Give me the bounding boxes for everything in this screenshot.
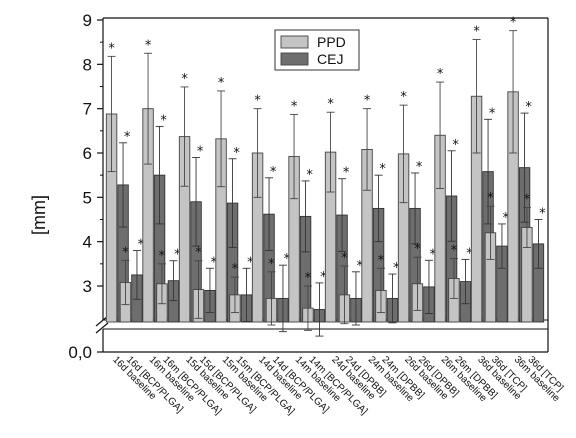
significance-star-ppd: *	[181, 72, 188, 87]
significance-star-ppd: *	[341, 251, 348, 266]
significance-star-cej: *	[233, 146, 240, 161]
significance-star-ppd: *	[510, 16, 517, 31]
significance-star-cej: *	[306, 168, 313, 183]
legend-label: CEJ	[317, 51, 343, 67]
significance-star-cej: *	[343, 166, 350, 181]
significance-star-cej: *	[211, 255, 218, 270]
significance-star-ppd: *	[487, 191, 494, 206]
significance-star-cej: *	[138, 238, 145, 253]
significance-star-cej: *	[284, 252, 291, 267]
significance-star-cej: *	[489, 106, 496, 121]
legend-swatch	[280, 35, 309, 49]
significance-star-cej: *	[539, 207, 546, 222]
significance-star-cej: *	[357, 259, 364, 274]
y-tick-label: 5	[83, 188, 92, 207]
significance-star-ppd: *	[218, 76, 225, 91]
significance-star-ppd: *	[473, 25, 480, 40]
significance-star-ppd: *	[254, 94, 261, 109]
significance-star-cej: *	[160, 113, 167, 128]
y-tick-label: 4	[83, 233, 92, 252]
significance-star-cej: *	[247, 255, 254, 270]
significance-star-cej: *	[174, 248, 181, 263]
significance-star-cej: *	[466, 246, 473, 261]
axis-break-mark-lower	[95, 322, 109, 334]
significance-star-ppd: *	[305, 271, 312, 286]
significance-star-cej: *	[393, 261, 400, 276]
significance-star-ppd: *	[195, 246, 202, 261]
significance-star-cej: *	[124, 130, 131, 145]
significance-star-ppd: *	[437, 67, 444, 82]
significance-star-ppd: *	[145, 38, 152, 53]
y-tick-label: 6	[83, 144, 92, 163]
y-tick-label: 8	[83, 55, 92, 74]
significance-star-ppd: *	[327, 97, 334, 112]
significance-star-cej: *	[320, 270, 327, 285]
significance-star-ppd: *	[268, 257, 275, 272]
y-axis-label: [mm]	[29, 195, 49, 235]
significance-star-ppd: *	[108, 41, 115, 56]
significance-star-ppd: *	[364, 94, 371, 109]
legend-label: PPD	[317, 34, 346, 50]
significance-star-cej: *	[430, 247, 437, 262]
y-tick-label: 7	[83, 100, 92, 119]
significance-star-ppd: *	[291, 99, 298, 114]
significance-star-ppd: *	[122, 245, 129, 260]
significance-star-cej: *	[452, 138, 459, 153]
significance-star-cej: *	[525, 100, 532, 115]
significance-star-ppd: *	[451, 244, 458, 259]
legend-swatch	[280, 52, 309, 66]
significance-star-cej: *	[270, 165, 277, 180]
significance-star-ppd: *	[414, 242, 421, 257]
significance-star-ppd: *	[159, 249, 166, 264]
significance-star-ppd: *	[232, 262, 239, 277]
significance-star-cej: *	[197, 144, 204, 159]
significance-star-ppd: *	[378, 253, 385, 268]
y-tick-label: 9	[83, 11, 92, 30]
y-tick-label: 3	[83, 277, 92, 296]
significance-star-cej: *	[379, 162, 386, 177]
bars: * * * * * * * * * * * * * * * * * * * * * * * * * * * * * * * * * * * * * * * *…	[105, 16, 546, 337]
significance-star-cej: *	[416, 160, 423, 175]
y-break-label: 0,0	[68, 343, 92, 362]
significance-star-cej: *	[503, 211, 510, 226]
significance-star-ppd: *	[524, 193, 531, 208]
significance-star-ppd: *	[400, 90, 407, 105]
